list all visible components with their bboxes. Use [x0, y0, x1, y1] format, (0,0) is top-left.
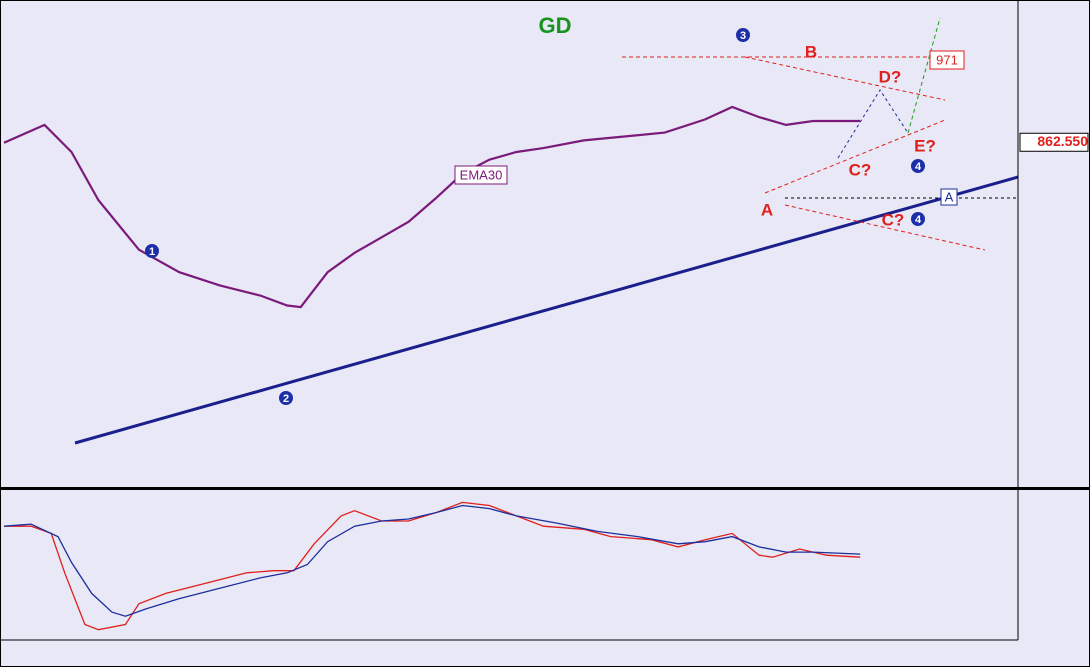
- ema-label: EMA30: [460, 167, 503, 182]
- wave-marker: [911, 159, 925, 173]
- wave-label: 3: [740, 30, 746, 42]
- wave-label: 4: [915, 214, 922, 226]
- last-price-box: [1019, 132, 1089, 152]
- annotation: 971: [936, 52, 958, 67]
- macd-line: [3, 504, 861, 617]
- triangle-line: [744, 56, 946, 101]
- label-box: [940, 188, 958, 206]
- annotation: C?: [882, 210, 905, 229]
- annotation: C?: [849, 160, 872, 179]
- projection: [907, 17, 941, 134]
- wave-marker: [736, 28, 750, 42]
- triangle-line: [764, 119, 946, 194]
- annotation: A: [761, 200, 773, 219]
- wave-marker: [911, 212, 925, 226]
- chart-title: GD: [539, 13, 572, 38]
- annotation: B: [805, 42, 817, 61]
- annotation: E?: [914, 136, 936, 155]
- wave-label: 2: [283, 393, 289, 405]
- annotations: GD EMA30 971 A B C? D? E? C? 1 2 3 4 4 A: [145, 13, 965, 405]
- marks: [3, 105, 861, 631]
- label-box: [454, 165, 508, 185]
- label-box: [929, 50, 965, 70]
- wave-label: 1: [149, 246, 155, 258]
- wave-marker: [279, 391, 293, 405]
- annotation: D?: [879, 67, 902, 86]
- drawings: [74, 17, 1019, 445]
- axes: 862.550: [1019, 132, 1089, 152]
- triangle-line: [784, 204, 986, 251]
- annotation: A: [945, 189, 954, 204]
- macd-line: [4, 501, 861, 631]
- trend-line: [74, 175, 1019, 445]
- projection: [837, 89, 909, 159]
- wave-label: 4: [915, 161, 922, 173]
- last-price-label: 862.550: [1037, 133, 1088, 149]
- wave-marker: [145, 244, 159, 258]
- ema-line: [3, 105, 861, 309]
